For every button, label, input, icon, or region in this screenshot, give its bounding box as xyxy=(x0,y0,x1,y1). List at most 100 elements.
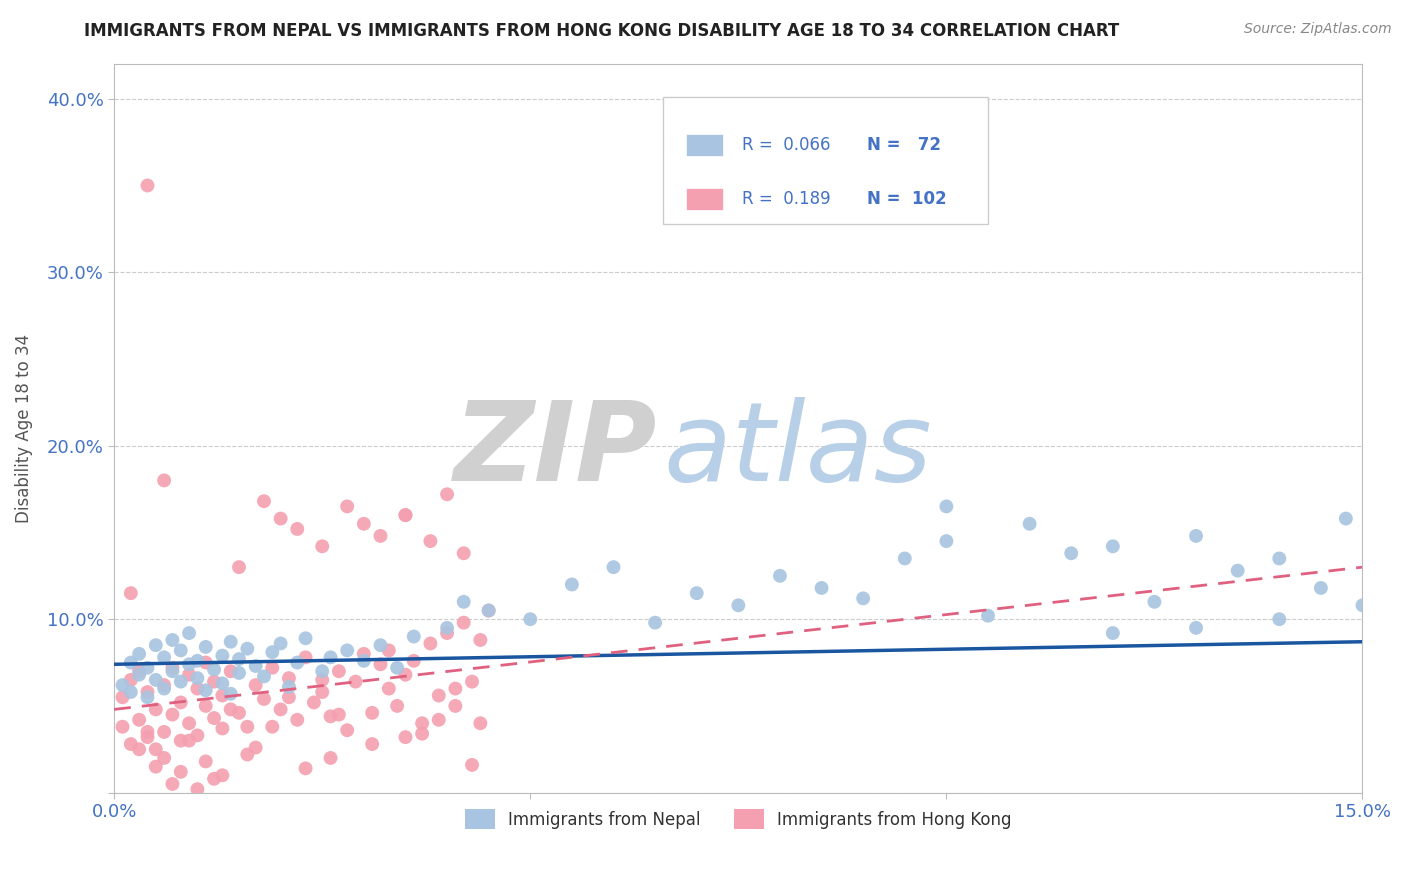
Point xyxy=(336,643,359,657)
Point xyxy=(285,522,308,536)
Point xyxy=(419,534,441,549)
Point xyxy=(219,687,242,701)
Point xyxy=(411,727,433,741)
Point xyxy=(270,511,292,525)
Point xyxy=(686,586,709,600)
Point xyxy=(128,713,150,727)
Point xyxy=(378,643,401,657)
Point xyxy=(194,755,217,769)
Point xyxy=(935,500,957,514)
Point xyxy=(336,723,359,738)
Point xyxy=(162,777,184,791)
Point xyxy=(444,681,467,696)
Point xyxy=(394,508,416,522)
Point xyxy=(111,678,134,692)
Point xyxy=(336,500,359,514)
Point xyxy=(353,516,375,531)
Text: ZIP: ZIP xyxy=(454,397,657,504)
Point xyxy=(111,690,134,705)
Point xyxy=(194,656,217,670)
Point xyxy=(177,657,200,672)
Point xyxy=(278,690,301,705)
Point xyxy=(278,680,301,694)
Point xyxy=(120,737,142,751)
Point xyxy=(370,529,392,543)
Text: IMMIGRANTS FROM NEPAL VS IMMIGRANTS FROM HONG KONG DISABILITY AGE 18 TO 34 CORRE: IMMIGRANTS FROM NEPAL VS IMMIGRANTS FROM… xyxy=(84,22,1119,40)
Point xyxy=(170,764,193,779)
Point xyxy=(120,586,142,600)
Point xyxy=(202,663,225,677)
Text: R =  0.189: R = 0.189 xyxy=(742,190,831,208)
Point xyxy=(394,730,416,744)
Point xyxy=(170,674,193,689)
Point xyxy=(561,577,583,591)
Text: N =   72: N = 72 xyxy=(868,136,941,154)
Point xyxy=(478,603,501,617)
Point xyxy=(253,494,276,508)
Point xyxy=(120,673,142,687)
Point xyxy=(294,761,316,775)
Point xyxy=(162,707,184,722)
Point xyxy=(1309,581,1331,595)
Point xyxy=(644,615,666,630)
Point xyxy=(219,664,242,678)
Point xyxy=(153,650,176,665)
Point xyxy=(202,711,225,725)
Point xyxy=(353,647,375,661)
Point xyxy=(145,702,167,716)
Point xyxy=(194,698,217,713)
Point xyxy=(145,759,167,773)
Point xyxy=(370,657,392,672)
Point xyxy=(1185,529,1208,543)
Point xyxy=(253,669,276,683)
Point xyxy=(262,661,284,675)
Point xyxy=(470,632,492,647)
Point xyxy=(1334,511,1357,525)
Point xyxy=(935,534,957,549)
Point xyxy=(385,698,408,713)
Point xyxy=(311,539,333,553)
Point xyxy=(1268,612,1291,626)
Point xyxy=(153,474,176,488)
Point xyxy=(136,661,159,675)
Point xyxy=(894,551,917,566)
Point xyxy=(136,690,159,705)
Point xyxy=(319,709,342,723)
Point xyxy=(202,772,225,786)
Point xyxy=(236,641,259,656)
Point xyxy=(461,674,484,689)
Point xyxy=(219,634,242,648)
Point xyxy=(211,676,233,690)
Point xyxy=(253,692,276,706)
Point xyxy=(211,648,233,663)
Legend: Immigrants from Nepal, Immigrants from Hong Kong: Immigrants from Nepal, Immigrants from H… xyxy=(458,803,1018,835)
Point xyxy=(128,664,150,678)
Point xyxy=(285,713,308,727)
Point xyxy=(1226,564,1249,578)
Point xyxy=(136,685,159,699)
Point xyxy=(977,608,1000,623)
Point xyxy=(145,673,167,687)
Point xyxy=(328,707,350,722)
Text: atlas: atlas xyxy=(664,397,932,504)
Point xyxy=(852,591,875,606)
Point xyxy=(311,685,333,699)
Point xyxy=(769,569,792,583)
Text: Source: ZipAtlas.com: Source: ZipAtlas.com xyxy=(1244,22,1392,37)
Point xyxy=(170,733,193,747)
Point xyxy=(145,638,167,652)
Point xyxy=(294,650,316,665)
Point xyxy=(245,740,267,755)
Point xyxy=(278,671,301,685)
Point xyxy=(170,695,193,709)
Bar xyxy=(686,135,723,156)
Bar xyxy=(686,188,723,210)
Point xyxy=(1185,621,1208,635)
Point xyxy=(1018,516,1040,531)
Point xyxy=(194,683,217,698)
Point xyxy=(177,716,200,731)
Point xyxy=(262,720,284,734)
Point xyxy=(236,720,259,734)
Point xyxy=(285,656,308,670)
Point xyxy=(478,603,501,617)
